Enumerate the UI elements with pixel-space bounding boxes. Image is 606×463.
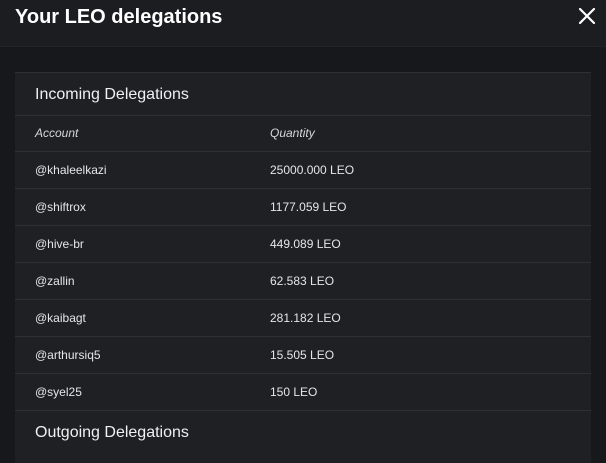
close-button[interactable] — [577, 6, 597, 26]
table-row: @khaleelkazi 25000.000 LEO — [15, 152, 591, 189]
table-row: @shiftrox 1177.059 LEO — [15, 189, 591, 226]
account-column-header: Account — [35, 126, 79, 140]
account-cell: @hive-br — [35, 237, 84, 251]
quantity-cell: 150 LEO — [270, 385, 318, 399]
table-row: @zallin 62.583 LEO — [15, 263, 591, 300]
table-row: @arthursiq5 15.505 LEO — [15, 337, 591, 374]
account-cell: @kaibagt — [35, 311, 86, 325]
quantity-column-header: Quantity — [270, 126, 315, 140]
quantity-cell: 1177.059 LEO — [270, 200, 347, 214]
table-row: @kaibagt 281.182 LEO — [15, 300, 591, 337]
outgoing-delegations-title: Outgoing Delegations — [35, 424, 189, 441]
account-cell: @arthursiq5 — [35, 348, 101, 362]
quantity-cell: 62.583 LEO — [270, 274, 335, 288]
quantity-cell: 25000.000 LEO — [270, 163, 355, 177]
delegations-content: Incoming Delegations Account Quantity @k… — [15, 72, 591, 463]
incoming-table-header: Account Quantity — [15, 116, 591, 152]
account-cell: @khaleelkazi — [35, 163, 107, 177]
close-icon — [578, 7, 596, 25]
quantity-cell: 281.182 LEO — [270, 311, 341, 325]
account-cell: @zallin — [35, 274, 75, 288]
modal-title: Your LEO delegations — [15, 6, 223, 28]
account-cell: @shiftrox — [35, 200, 86, 214]
quantity-cell: 15.505 LEO — [270, 348, 335, 362]
account-cell: @syel25 — [35, 385, 82, 399]
incoming-delegations-title: Incoming Delegations — [15, 73, 591, 116]
table-row: @hive-br 449.089 LEO — [15, 226, 591, 263]
quantity-cell: 449.089 LEO — [270, 237, 341, 251]
table-row: @syel25 150 LEO — [15, 374, 591, 411]
modal-header: Your LEO delegations — [0, 0, 606, 47]
